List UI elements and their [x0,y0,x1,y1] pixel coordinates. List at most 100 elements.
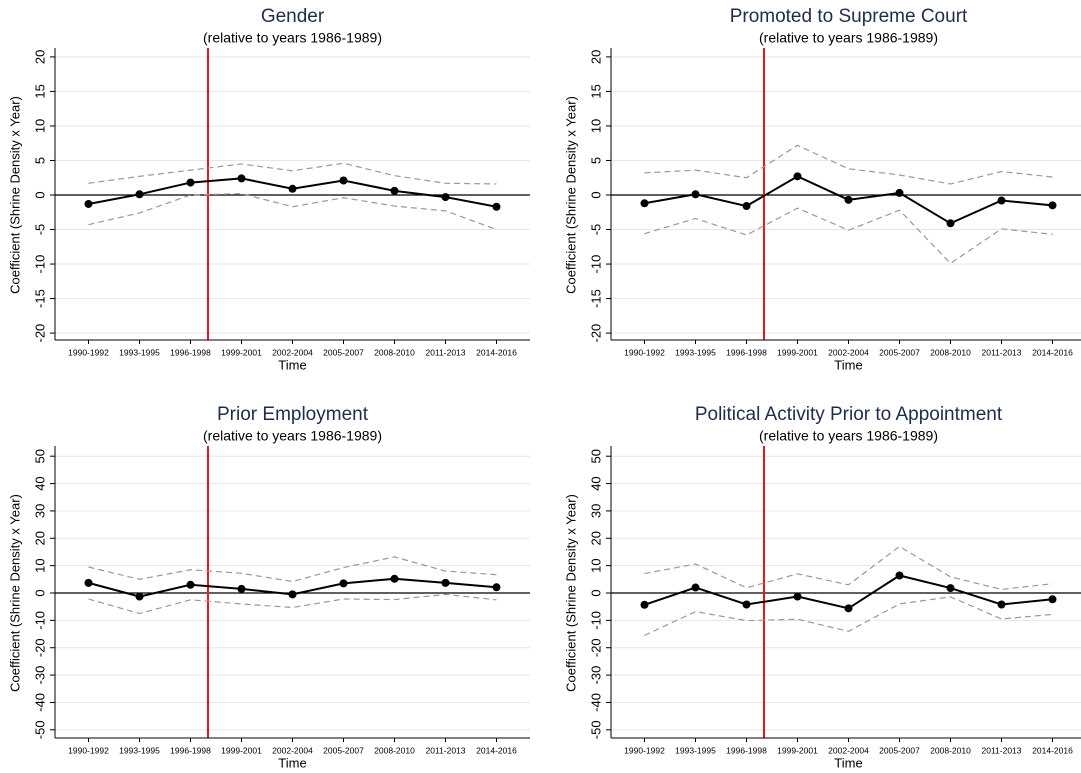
estimate-line [644,574,1053,610]
y-tick-label: 0 [588,589,603,596]
y-tick-label: 20 [32,50,47,64]
y-axis-label: Coefficient (Shrine Density x Year) [7,494,22,692]
x-axis-label: Time [278,755,306,770]
point [1048,201,1057,210]
x-tick-label: 2005-2007 [879,745,920,755]
point [492,202,501,211]
x-tick-label: 1996-1998 [170,745,211,755]
point [895,571,904,580]
x-tick-label: 1993-1995 [119,745,160,755]
y-tick-label: 0 [32,191,47,198]
point [1048,595,1057,604]
point [441,193,450,202]
y-tick-label: -20 [32,638,47,657]
point [793,172,802,181]
y-tick-label: -10 [588,255,603,274]
ci-line [88,193,497,231]
point [84,199,93,208]
x-tick-label: 2002-2004 [272,347,313,357]
y-tick-label: -10 [588,611,603,630]
y-tick-label: -15 [32,289,47,308]
x-axis-label: Time [278,357,306,372]
y-tick-label: 0 [32,589,47,596]
chart-title: Promoted to Supreme Court [730,6,968,27]
point [895,188,904,197]
y-tick-label: 10 [588,119,603,133]
y-tick-label: -30 [588,666,603,685]
y-tick-label: -15 [588,289,603,308]
point [691,583,700,592]
y-tick-label: 15 [32,84,47,98]
y-axis-label: Coefficient (Shrine Density x Year) [563,96,578,294]
point [997,600,1006,609]
x-tick-label: 1990-1992 [68,347,109,357]
point [441,578,450,587]
x-tick-label: 2005-2007 [323,347,364,357]
x-tick-label: 2008-2010 [930,745,971,755]
x-tick-label: 2014-2016 [476,347,517,357]
x-tick-label: 2011-2013 [981,745,1021,755]
y-tick-label: 20 [588,50,603,64]
point [742,600,751,609]
ci-line [88,162,497,185]
y-tick-label: -5 [588,224,603,236]
chart-subtitle: (relative to years 1986-1989) [203,428,382,444]
y-tick-label: 10 [32,558,47,572]
ci-line [644,144,1053,185]
chart-subtitle: (relative to years 1986-1989) [759,428,938,444]
x-tick-label: 1999-2001 [221,745,262,755]
x-tick-label: 1993-1995 [675,347,716,357]
point [288,590,297,599]
point [946,584,955,593]
x-tick-label: 1999-2001 [221,347,262,357]
x-tick-label: 1990-1992 [624,745,665,755]
chart-title: Gender [261,6,325,27]
ci-line [88,556,497,583]
y-tick-label: -40 [32,693,47,712]
point [492,583,501,592]
x-tick-label: 2014-2016 [476,745,517,755]
chart-subtitle: (relative to years 1986-1989) [759,30,938,46]
y-tick-label: 20 [588,531,603,545]
point [844,195,853,204]
x-tick-label: 1996-1998 [726,745,767,755]
chart-subtitle: (relative to years 1986-1989) [203,30,382,46]
y-tick-label: 50 [32,449,47,463]
ci-line [644,207,1053,265]
y-tick-label: 15 [588,84,603,98]
point [84,578,93,587]
y-tick-label: -20 [588,324,603,343]
x-tick-label: 2002-2004 [272,745,313,755]
x-tick-label: 2014-2016 [1032,745,1073,755]
x-tick-label: 2014-2016 [1032,347,1073,357]
point [742,202,751,211]
y-tick-label: -50 [32,720,47,739]
y-tick-label: -10 [32,255,47,274]
x-tick-label: 2005-2007 [879,347,920,357]
y-tick-label: -20 [32,324,47,343]
y-tick-label: 30 [588,504,603,518]
y-tick-label: 40 [32,476,47,490]
x-tick-label: 2008-2010 [374,745,415,755]
x-tick-label: 2011-2013 [425,745,465,755]
x-tick-label: 1990-1992 [68,745,109,755]
point [237,174,246,183]
point [946,219,955,228]
y-tick-label: 10 [588,558,603,572]
y-tick-label: -30 [32,666,47,685]
y-tick-label: -10 [32,611,47,630]
x-axis-label: Time [834,357,862,372]
y-tick-label: 40 [588,476,603,490]
point [844,604,853,613]
y-axis-label: Coefficient (Shrine Density x Year) [7,96,22,294]
point [339,176,348,185]
chart-title: Political Activity Prior to Appointment [695,404,1003,425]
point [640,600,649,609]
x-tick-label: 2011-2013 [981,347,1021,357]
x-tick-label: 1996-1998 [726,347,767,357]
ci-line [644,545,1053,591]
point [691,190,700,199]
point [186,580,195,589]
y-tick-label: 5 [32,157,47,164]
point [237,584,246,593]
